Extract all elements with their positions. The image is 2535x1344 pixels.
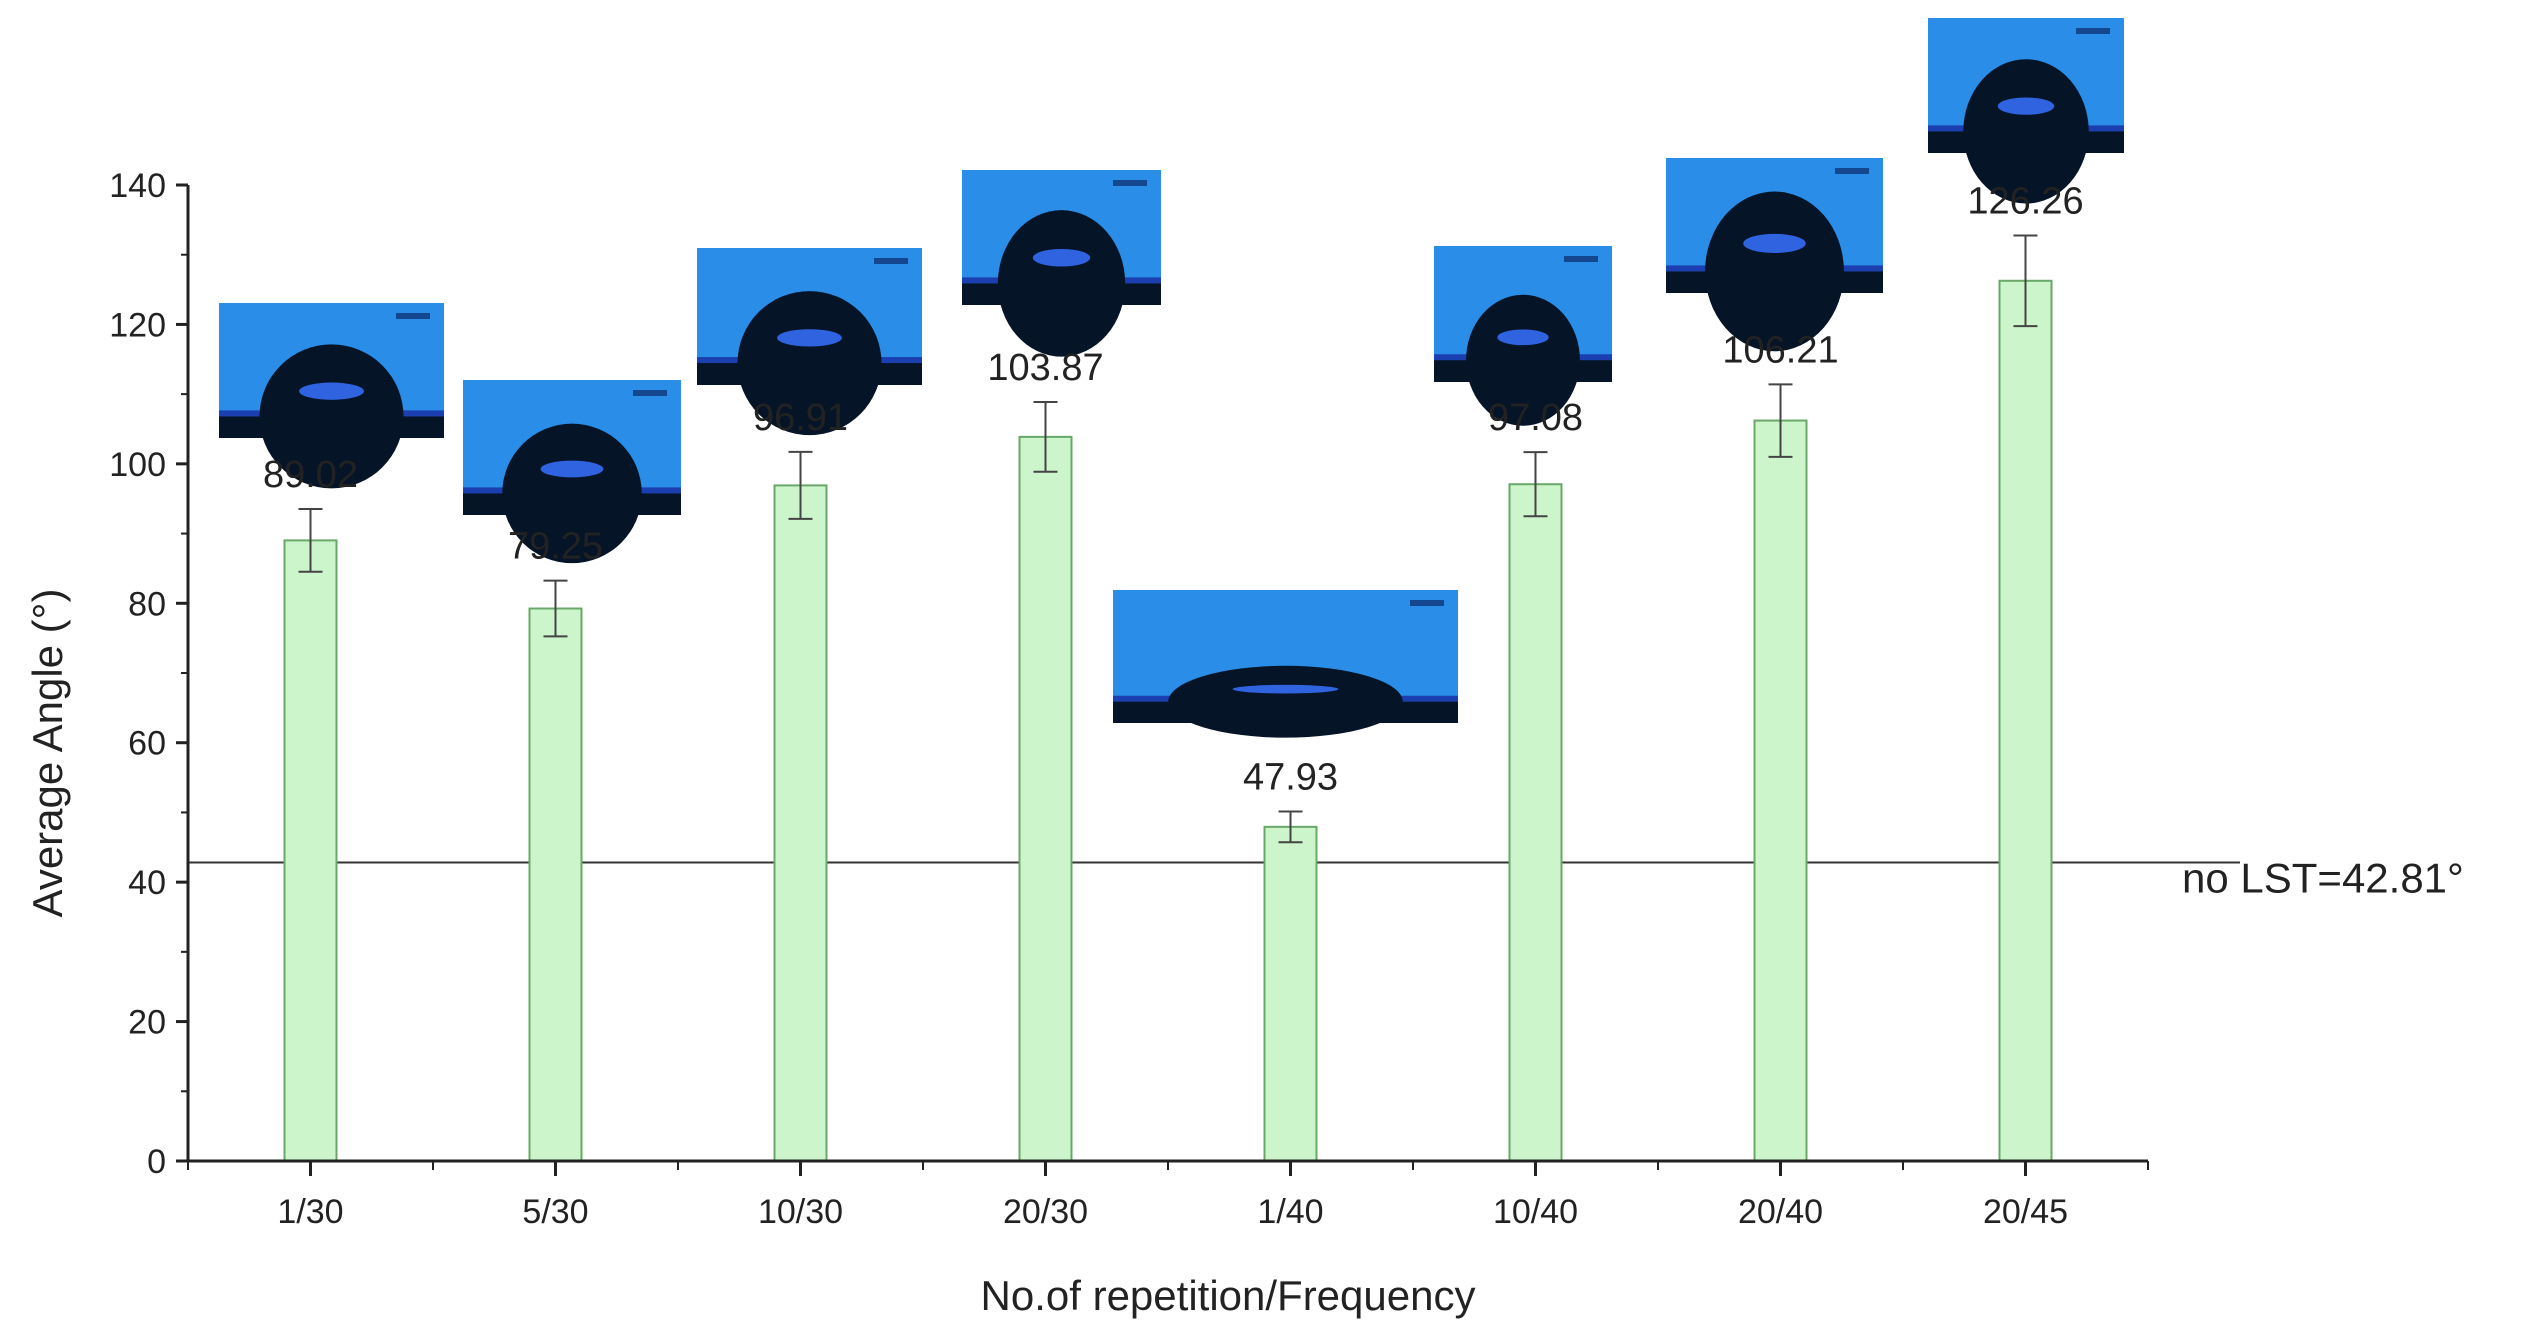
photo-angle-readout — [633, 390, 667, 396]
droplet-photo — [219, 303, 444, 489]
photo-angle-readout — [2076, 28, 2110, 34]
photo-angle-readout — [874, 258, 908, 264]
droplet-photo — [1434, 246, 1612, 426]
x-tick-label: 5/30 — [522, 1193, 588, 1231]
y-ticks: 0 20 40 60 80 100 120 140 — [109, 167, 188, 1181]
x-ticks: 1/30 5/30 10/30 20/30 1/40 10/40 20/40 20/45 — [187, 1161, 2149, 1231]
data-label: 126.26 — [1967, 180, 2083, 222]
droplet-photo — [962, 170, 1161, 357]
droplet-photo — [1928, 18, 2124, 204]
y-tick-label: 20 — [128, 1004, 166, 1042]
photo-angle-readout — [1835, 168, 1869, 174]
droplet-photos — [219, 18, 2124, 738]
bar — [1753, 419, 1808, 1162]
droplet-highlight — [1232, 684, 1339, 694]
data-labels: 89.02 79.25 96.91 103.87 47.93 97.08 106.21 126… — [263, 180, 2084, 798]
photo-angle-readout — [1113, 180, 1147, 186]
y-tick-label: 100 — [109, 446, 166, 484]
x-tick-label: 10/40 — [1493, 1193, 1578, 1231]
y-tick-label: 80 — [128, 585, 166, 623]
data-label: 47.93 — [1243, 757, 1338, 799]
photo-substrate-cover — [1113, 701, 1458, 723]
data-label: 79.25 — [508, 526, 603, 568]
bar — [1998, 279, 2053, 1162]
photo-substrate-cover — [1666, 271, 1883, 293]
bar — [1263, 825, 1318, 1162]
droplet-photo — [697, 248, 922, 436]
bar — [528, 607, 583, 1162]
droplet-highlight — [1743, 233, 1806, 254]
photo-angle-readout — [1564, 256, 1598, 262]
droplet-photo — [1666, 158, 1883, 352]
data-label: 89.02 — [263, 454, 358, 496]
bar — [773, 484, 828, 1162]
x-tick-label: 20/30 — [1003, 1193, 1088, 1231]
droplet-photo — [463, 380, 681, 564]
reference-line-label: no LST=42.81° — [2182, 855, 2464, 902]
droplet-highlight — [777, 329, 842, 347]
bars — [283, 234, 2053, 1163]
x-tick-label: 20/40 — [1738, 1193, 1823, 1231]
photo-substrate-cover — [1434, 360, 1612, 382]
y-tick-label: 0 — [147, 1143, 166, 1181]
droplet-highlight — [1497, 329, 1549, 346]
droplet-highlight — [1997, 97, 2055, 115]
x-tick-label: 10/30 — [758, 1193, 843, 1231]
y-axis-title: Average Angle (°) — [24, 589, 71, 918]
data-label: 96.91 — [753, 397, 848, 439]
bar — [1508, 483, 1563, 1163]
droplet-highlight — [540, 460, 604, 478]
y-tick-label: 140 — [109, 167, 166, 205]
photo-angle-readout — [396, 313, 430, 319]
photo-substrate-cover — [962, 283, 1161, 305]
photo-substrate-cover — [219, 416, 444, 438]
droplet-photo — [1113, 590, 1458, 738]
y-tick-label: 40 — [128, 864, 166, 902]
droplet-highlight — [1032, 248, 1091, 267]
photo-angle-readout — [1410, 600, 1444, 606]
data-label: 103.87 — [987, 347, 1103, 389]
data-label: 97.08 — [1488, 397, 1583, 439]
photo-substrate-cover — [1928, 131, 2124, 153]
x-tick-label: 20/45 — [1983, 1193, 2068, 1231]
x-tick-label: 1/40 — [1257, 1193, 1323, 1231]
x-tick-label: 1/30 — [277, 1193, 343, 1231]
droplet-highlight — [299, 382, 364, 400]
droplet — [502, 423, 642, 564]
data-label: 106.21 — [1722, 329, 1838, 371]
photo-substrate-cover — [697, 363, 922, 385]
photo-substrate-cover — [463, 493, 681, 515]
bar — [1018, 435, 1073, 1163]
y-tick-label: 60 — [128, 725, 166, 763]
bar — [283, 539, 338, 1162]
x-axis-title: No.of repetition/Frequency — [981, 1272, 1476, 1319]
y-tick-label: 120 — [109, 306, 166, 344]
